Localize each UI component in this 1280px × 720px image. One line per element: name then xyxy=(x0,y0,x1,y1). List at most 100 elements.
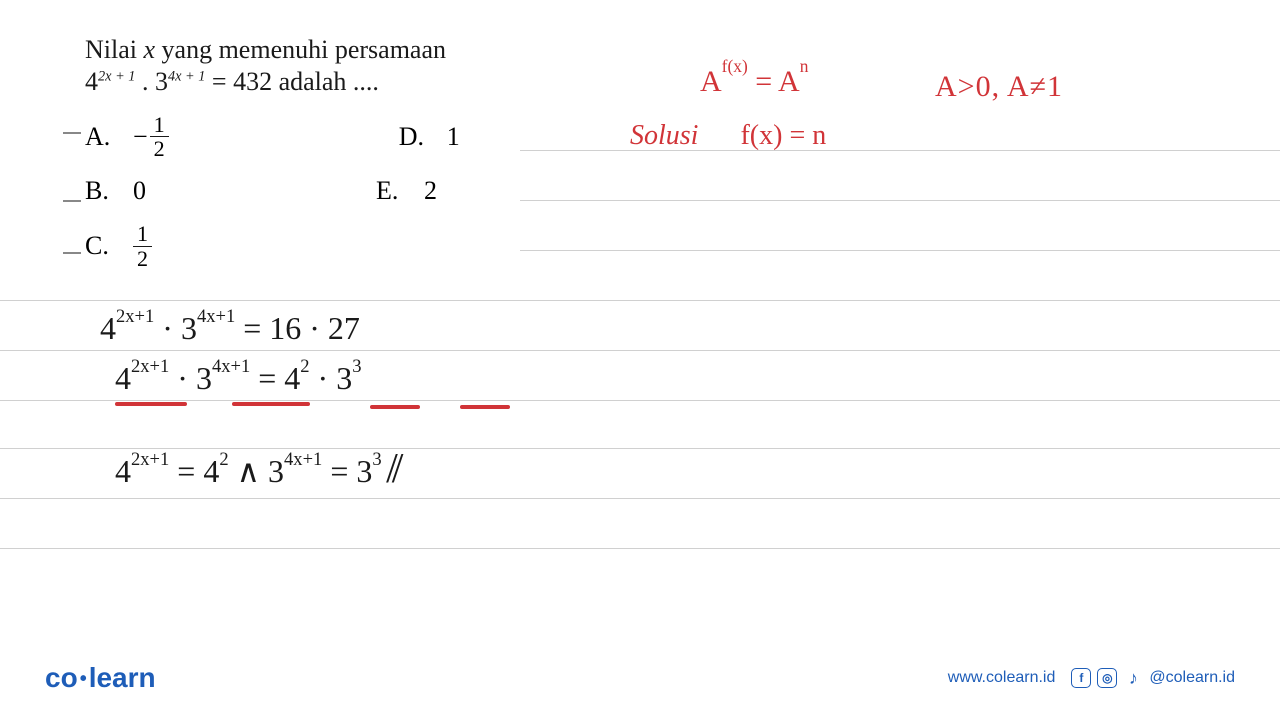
s3-brb: 3 xyxy=(356,453,372,489)
question-text: Nilai x yang memenuhi persamaan 42x + 1 … xyxy=(85,35,446,105)
question-line-2: 42x + 1 . 34x + 1 = 432 adalah .... xyxy=(85,67,446,97)
s3-end: // xyxy=(382,446,398,492)
s2-e2: 4x+1 xyxy=(212,356,250,377)
s1-eq: = xyxy=(235,310,269,346)
option-c-num: 1 xyxy=(133,222,152,246)
page: Nilai x yang memenuhi persamaan 42x + 1 … xyxy=(0,0,1280,720)
hand-step-3: 42x+1 = 42 ∧ 34x+1 = 33 // xyxy=(115,445,397,493)
s3-ab: 4 xyxy=(115,453,131,489)
ruled-line xyxy=(0,498,1280,499)
s1-b1: 4 xyxy=(100,310,116,346)
s1-b2: 3 xyxy=(181,310,197,346)
social-handle[interactable]: @colearn.id xyxy=(1149,669,1235,687)
s1-e2: 4x+1 xyxy=(197,306,235,327)
footer-url[interactable]: www.colearn.id xyxy=(948,669,1056,687)
option-b-value: 0 xyxy=(133,176,146,206)
s2-dot2: · xyxy=(310,360,337,396)
red-underline xyxy=(460,405,510,409)
hf-base2: A xyxy=(778,65,800,98)
logo-co: co xyxy=(45,662,78,693)
footer-right: www.colearn.id f ◎ ♪ @colearn.id xyxy=(948,668,1235,688)
ruled-line xyxy=(0,548,1280,549)
option-a: A. − 1 2 xyxy=(85,113,169,160)
solusi-expr: f(x) = n xyxy=(740,120,826,151)
hand-condition-red: A>0, A≠1 xyxy=(935,70,1063,104)
hf-exp1: f(x) xyxy=(722,56,748,76)
hand-step-1: 42x+1 · 34x+1 = 16 · 27 xyxy=(100,310,360,347)
margin-tick xyxy=(63,200,81,202)
options: A. − 1 2 D. 1 B. 0 E. 2 xyxy=(85,113,460,286)
q-exp1: 2x + 1 xyxy=(98,68,135,84)
s3-bb: 3 xyxy=(268,453,284,489)
s3-be: 4x+1 xyxy=(284,449,322,470)
s2-rb1: 4 xyxy=(284,360,300,396)
red-underline xyxy=(232,402,310,406)
tiktok-icon[interactable]: ♪ xyxy=(1123,668,1143,688)
s2-b2: 3 xyxy=(196,360,212,396)
hf-base1: A xyxy=(700,65,722,98)
q-var: x xyxy=(144,35,156,64)
s3-arb: 4 xyxy=(203,453,219,489)
red-underline xyxy=(370,405,420,409)
s3-ae: 2x+1 xyxy=(131,449,169,470)
s2-re1: 2 xyxy=(300,356,309,377)
option-e-letter: E. xyxy=(376,176,406,206)
q-eq: = 432 adalah .... xyxy=(205,67,379,96)
s2-e1: 2x+1 xyxy=(131,356,169,377)
ruled-line xyxy=(0,350,1280,351)
s1-r1: 16 xyxy=(269,310,301,346)
option-a-letter: A. xyxy=(85,122,115,152)
s3-bre: 3 xyxy=(372,449,381,470)
s3-are: 2 xyxy=(219,449,228,470)
hand-formula-red: Af(x) = An xyxy=(700,65,808,99)
option-d-value: 1 xyxy=(447,122,460,152)
s2-re2: 3 xyxy=(352,356,361,377)
logo-dot-icon: • xyxy=(78,668,89,690)
social-links: f ◎ ♪ @colearn.id xyxy=(1071,668,1235,688)
s3-and: ∧ xyxy=(229,453,268,489)
hand-step-2: 42x+1 · 34x+1 = 42 · 33 xyxy=(115,360,361,397)
s2-dot1: · xyxy=(169,360,196,396)
ruled-line xyxy=(520,200,1280,201)
s1-dot1: · xyxy=(154,310,181,346)
option-c-den: 2 xyxy=(133,247,152,270)
s1-e1: 2x+1 xyxy=(116,306,154,327)
q-base2: 3 xyxy=(155,67,168,96)
hf-eq: = xyxy=(748,65,778,98)
q-base1: 4 xyxy=(85,67,98,96)
option-b-letter: B. xyxy=(85,176,115,206)
option-a-num: 1 xyxy=(150,113,169,137)
margin-tick xyxy=(63,252,81,254)
q-exp2: 4x + 1 xyxy=(168,68,205,84)
s2-b1: 4 xyxy=(115,360,131,396)
option-c-letter: C. xyxy=(85,231,115,261)
facebook-icon[interactable]: f xyxy=(1071,668,1091,688)
s2-eq: = xyxy=(250,360,284,396)
ruled-line xyxy=(520,250,1280,251)
option-e-value: 2 xyxy=(424,176,437,206)
solusi-label: Solusi xyxy=(630,120,698,151)
q-mid: . xyxy=(135,67,155,96)
s2-rb2: 3 xyxy=(336,360,352,396)
q-pre: Nilai xyxy=(85,35,144,64)
hand-solusi: Solusi f(x) = n xyxy=(630,120,826,152)
s1-r2: 27 xyxy=(328,310,360,346)
red-underline xyxy=(115,402,187,406)
logo: co•learn xyxy=(45,662,156,694)
option-a-den: 2 xyxy=(150,137,169,160)
ruled-line xyxy=(0,400,1280,401)
footer: co•learn www.colearn.id f ◎ ♪ @colearn.i… xyxy=(0,662,1280,694)
s3-aeq: = xyxy=(169,453,203,489)
option-c: C. 1 2 xyxy=(85,222,152,269)
instagram-icon[interactable]: ◎ xyxy=(1097,668,1117,688)
option-e: E. 2 xyxy=(376,176,437,206)
question-line-1: Nilai x yang memenuhi persamaan xyxy=(85,35,446,65)
q-post: yang memenuhi persamaan xyxy=(155,35,446,64)
logo-learn: learn xyxy=(89,662,156,693)
s3-beq: = xyxy=(322,453,356,489)
option-a-neg: − xyxy=(133,122,148,152)
s1-dot2: · xyxy=(301,310,328,346)
hf-exp2: n xyxy=(800,56,809,76)
ruled-line xyxy=(0,300,1280,301)
margin-tick xyxy=(63,132,81,134)
